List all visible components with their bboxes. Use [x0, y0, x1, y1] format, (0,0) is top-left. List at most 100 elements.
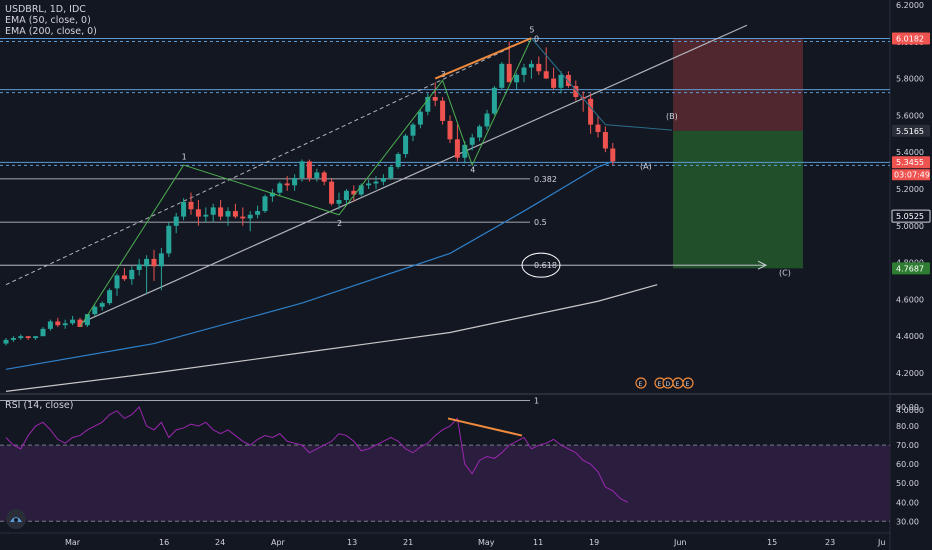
- abc-path: [531, 37, 673, 131]
- time-tick-label: Ju: [877, 538, 885, 547]
- wave-label-5: 5: [529, 26, 534, 35]
- time-tick-label: 13: [347, 538, 357, 547]
- candle-body: [358, 185, 364, 195]
- event-marker-label: E: [639, 381, 643, 388]
- candle-body: [343, 190, 349, 201]
- wave-label-b: (B): [666, 112, 678, 121]
- fib-label-0: 0: [534, 34, 539, 43]
- candle-body: [99, 303, 105, 307]
- candle-body: [536, 63, 542, 72]
- candle-body: [121, 275, 127, 280]
- rsi-tick-label: 40.00: [896, 498, 919, 507]
- tradingview-logo-icon[interactable]: [6, 509, 26, 529]
- candle-body: [173, 216, 179, 226]
- candle-body: [62, 323, 68, 326]
- time-tick-label: Jun: [673, 538, 687, 547]
- candle-body: [40, 328, 46, 337]
- price-tick-label: 4.4000: [896, 332, 924, 341]
- candle-body: [499, 63, 505, 88]
- candle-body: [262, 196, 268, 212]
- fib-label-05: 0.5: [534, 218, 547, 227]
- time-tick-label: 24: [215, 538, 225, 547]
- candle-body: [491, 87, 497, 114]
- price-tag: [891, 209, 931, 223]
- fib-label-0618: 0.618: [534, 261, 557, 270]
- rsi-tick-label: 80.00: [896, 422, 919, 431]
- rsi-divergence-line: [447, 417, 523, 437]
- time-tick-label: 21: [403, 538, 413, 547]
- candle-body: [114, 275, 120, 289]
- candle-body: [136, 264, 142, 270]
- candle-body: [602, 131, 608, 149]
- candle-body: [10, 338, 16, 340]
- candle-body: [129, 269, 135, 280]
- candle-body: [395, 154, 401, 167]
- event-marker-label: D: [666, 381, 671, 388]
- fib-label-1: 1: [534, 397, 539, 406]
- price-tick-label: 5.8000: [896, 75, 924, 84]
- candle-body: [595, 124, 601, 132]
- event-marker-label: E: [658, 381, 662, 388]
- candle-body: [218, 207, 224, 217]
- candle-body: [151, 258, 157, 267]
- candle-body: [351, 190, 357, 195]
- candle-body: [558, 74, 564, 88]
- candle-body: [469, 137, 475, 145]
- time-tick-label: 19: [589, 538, 599, 547]
- price-tick-label: 4.0000: [896, 406, 924, 415]
- candle-body: [188, 201, 194, 210]
- fib-0618-circle: [521, 252, 561, 278]
- rsi-tick-label: 90.00: [896, 403, 919, 412]
- rsi-tick-label: 30.00: [896, 517, 919, 526]
- price-tag-label: 6.0182: [896, 34, 924, 43]
- price-tick-label: 4.2000: [896, 369, 924, 378]
- rsi-legend[interactable]: RSI (14, close): [5, 400, 74, 411]
- candle-body: [373, 181, 379, 184]
- event-marker-label: E: [686, 381, 690, 388]
- candle-body: [195, 209, 201, 217]
- price-tick-label: 6.2000: [896, 1, 924, 10]
- candle-body: [417, 111, 423, 125]
- price-tag: [892, 124, 930, 137]
- time-tick-label: Mar: [65, 538, 81, 547]
- candle-body: [77, 319, 83, 327]
- ema50-legend[interactable]: EMA (50, close, 0): [5, 15, 91, 26]
- candle-body: [380, 177, 386, 182]
- candle-body: [158, 253, 164, 267]
- wave-label-c: (C): [779, 268, 791, 277]
- countdown-label: 03:07:49: [894, 171, 930, 180]
- rsi-tick-label: 50.00: [896, 479, 919, 488]
- candle-body: [3, 339, 9, 344]
- wave-label-1: 1: [182, 153, 187, 162]
- candle-body: [388, 166, 394, 178]
- time-tick-label: 15: [767, 538, 777, 547]
- price-tag: [892, 262, 930, 275]
- trend-line-upper: [5, 37, 531, 286]
- candle-body: [240, 216, 246, 219]
- candle-body: [336, 200, 342, 204]
- candle-body: [92, 306, 98, 315]
- price-divergence-line: [434, 37, 532, 80]
- candle-body: [225, 211, 231, 217]
- event-marker-icon: [635, 377, 647, 389]
- candle-body: [299, 161, 305, 178]
- candle-body: [181, 201, 187, 217]
- candle-body: [292, 177, 298, 186]
- rsi-tick-label: 70.00: [896, 441, 919, 450]
- price-tag-label: 5.0525: [896, 212, 924, 221]
- candle-body: [565, 74, 571, 86]
- price-tick-label: 4.6000: [896, 295, 924, 304]
- candle-body: [514, 74, 520, 83]
- candle-body: [210, 207, 216, 215]
- time-tick-label: Apr: [271, 538, 286, 547]
- price-tag-label: 4.7687: [896, 264, 924, 273]
- price-tag-label: 5.3455: [896, 158, 924, 167]
- rsi-band: [0, 445, 890, 522]
- candle-body: [477, 126, 483, 138]
- candle-body: [47, 321, 53, 329]
- ema200-legend[interactable]: EMA (200, close, 0): [5, 26, 97, 37]
- price-tag: [892, 32, 930, 45]
- wave-path: [79, 37, 532, 328]
- trend-line-lower: [79, 24, 748, 324]
